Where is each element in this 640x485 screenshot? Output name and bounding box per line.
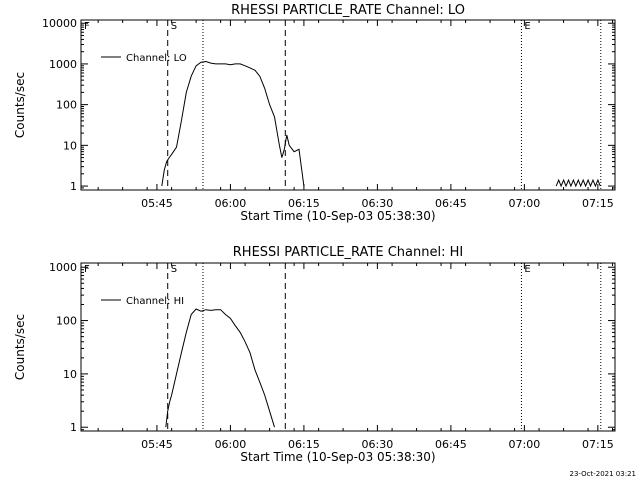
- x-tick-label: 06:30: [362, 438, 394, 451]
- x-tick-label: 06:45: [435, 438, 467, 451]
- x-tick-label: 06:00: [215, 438, 247, 451]
- x-tick-label: 06:30: [362, 197, 394, 210]
- series-line-1: [161, 60, 305, 187]
- legend-label: Channel: LO: [126, 53, 187, 64]
- y-tick-label: 10: [63, 368, 77, 381]
- x-tick-label: 06:45: [435, 197, 467, 210]
- x-tick-label: 05:45: [141, 438, 173, 451]
- marker-label-f: F: [84, 264, 90, 275]
- marker-label-s: S: [171, 21, 177, 32]
- y-tick-label: 1: [70, 421, 77, 434]
- x-axis-label: Start Time (10-Sep-03 05:38:30): [240, 209, 435, 223]
- series-line-1: [165, 308, 275, 428]
- y-tick-label: 1000: [49, 58, 77, 71]
- y-axis-label: Counts/sec: [13, 72, 27, 138]
- marker-label-e: E: [524, 21, 530, 32]
- chart-panel-1: RHESSI PARTICLE_RATE Channel: LO 05:45 06:…: [13, 3, 616, 223]
- y-tick-label: 1: [70, 180, 77, 193]
- y-tick-label: 100: [56, 315, 77, 328]
- footer-timestamp: 23-Oct-2021 03:21: [569, 470, 636, 478]
- x-tick-label: 07:15: [582, 197, 614, 210]
- x-tick-label: 06:00: [215, 197, 247, 210]
- chart-title: RHESSI PARTICLE_RATE Channel: HI: [233, 245, 463, 260]
- x-tick-label: 06:15: [288, 438, 320, 451]
- plot-frame: [80, 262, 616, 432]
- y-tick-label: 10000: [42, 17, 77, 30]
- x-tick-label: 06:15: [288, 197, 320, 210]
- marker-label-e: E: [524, 264, 530, 275]
- marker-label-s: S: [171, 264, 177, 275]
- plot-frame: [80, 19, 616, 191]
- x-tick-label: 05:45: [141, 197, 173, 210]
- chart-title: RHESSI PARTICLE_RATE Channel: LO: [231, 3, 465, 18]
- y-axis-label: Counts/sec: [13, 314, 27, 380]
- y-tick-label: 100: [56, 99, 77, 112]
- series-line-2: [555, 178, 601, 188]
- y-tick-label: 10: [63, 139, 77, 152]
- chart-panel-2: RHESSI PARTICLE_RATE Channel: HI 05:45 06:…: [13, 245, 616, 464]
- x-tick-label: 07:00: [509, 197, 541, 210]
- x-tick-label: 07:00: [509, 438, 541, 451]
- y-tick-label: 1000: [49, 261, 77, 274]
- marker-label-f: F: [84, 21, 90, 32]
- x-tick-label: 07:15: [582, 438, 614, 451]
- legend-label: Channel: HI: [126, 296, 184, 307]
- x-axis-label: Start Time (10-Sep-03 05:38:30): [240, 450, 435, 464]
